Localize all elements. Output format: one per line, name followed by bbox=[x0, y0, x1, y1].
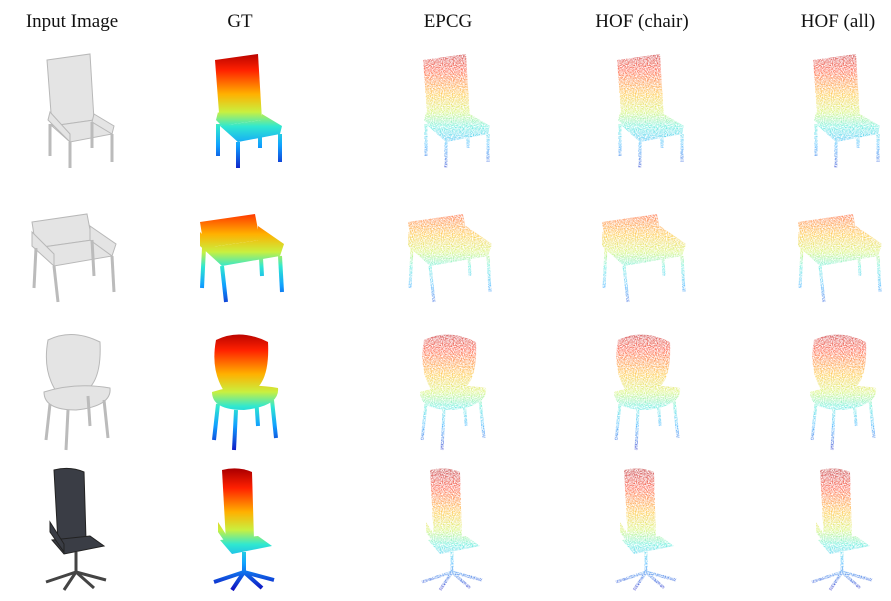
chair-part bbox=[423, 54, 470, 126]
point-cloud bbox=[215, 54, 282, 168]
chair-leg bbox=[422, 404, 426, 440]
input-image bbox=[47, 54, 114, 168]
column-header: GT bbox=[227, 11, 253, 32]
point-cloud bbox=[422, 468, 482, 590]
chair-part bbox=[616, 334, 670, 394]
chair-leg bbox=[104, 400, 108, 438]
chair-leg bbox=[800, 248, 802, 288]
chair-leg bbox=[812, 404, 816, 440]
chair-leg bbox=[256, 396, 258, 426]
point-cloud bbox=[420, 334, 486, 450]
chair-part bbox=[614, 386, 680, 410]
chair-leg bbox=[34, 248, 36, 288]
chair-leg bbox=[214, 404, 218, 440]
chair-leg bbox=[636, 410, 638, 450]
chair-part bbox=[212, 386, 278, 410]
chair-part bbox=[222, 468, 254, 542]
chair-leg bbox=[604, 248, 606, 288]
chair-leg bbox=[410, 248, 412, 288]
point-cloud bbox=[214, 468, 274, 590]
chair-part bbox=[215, 54, 262, 126]
chair-leg bbox=[92, 240, 94, 276]
chair-part bbox=[420, 386, 486, 410]
point-cloud bbox=[602, 214, 686, 302]
chair-leg bbox=[54, 266, 58, 302]
chair-leg bbox=[854, 396, 856, 426]
chair-part bbox=[430, 468, 462, 542]
point-cloud bbox=[200, 214, 284, 302]
figure: Input Image GT EPCG HOF (chair) HOF (all) bbox=[0, 0, 891, 601]
column-header: Input Image bbox=[26, 11, 118, 32]
input-image bbox=[46, 468, 106, 590]
point-cloud bbox=[423, 54, 490, 168]
chair-leg bbox=[260, 240, 262, 276]
chair-leg bbox=[658, 396, 660, 426]
chair-leg bbox=[464, 396, 466, 426]
chair-leg bbox=[624, 266, 628, 302]
chair-part bbox=[47, 54, 94, 126]
chair-leg bbox=[46, 404, 50, 440]
point-cloud bbox=[810, 334, 876, 450]
chair-leg bbox=[234, 410, 236, 450]
input-image bbox=[44, 334, 110, 450]
chair-leg bbox=[682, 256, 684, 292]
chair-part bbox=[422, 334, 476, 394]
chair-part bbox=[54, 468, 86, 542]
point-cloud bbox=[798, 214, 882, 302]
column-headers: Input Image GT EPCG HOF (chair) HOF (all) bbox=[26, 11, 875, 32]
chair-leg bbox=[616, 404, 620, 440]
point-cloud bbox=[617, 54, 684, 168]
column-header: HOF (all) bbox=[801, 11, 875, 32]
input-image bbox=[32, 214, 116, 302]
chair-part bbox=[812, 334, 866, 394]
chair-leg bbox=[480, 400, 484, 438]
chair-leg bbox=[112, 256, 114, 292]
chair-grid bbox=[32, 54, 882, 590]
chair-leg bbox=[832, 410, 834, 450]
chair-part bbox=[214, 334, 268, 394]
chair-leg bbox=[442, 410, 444, 450]
chair-leg bbox=[66, 410, 68, 450]
chair-leg bbox=[430, 266, 434, 302]
chair-leg bbox=[870, 400, 874, 438]
point-cloud bbox=[408, 214, 492, 302]
chair-part bbox=[820, 468, 852, 542]
point-cloud bbox=[812, 468, 872, 590]
column-header: EPCG bbox=[424, 11, 473, 32]
chair-leg bbox=[222, 266, 226, 302]
chair-leg bbox=[88, 396, 90, 426]
chair-leg bbox=[488, 256, 490, 292]
chair-part bbox=[813, 54, 860, 126]
column-header: HOF (chair) bbox=[595, 11, 688, 32]
point-cloud bbox=[212, 334, 278, 450]
chair-leg bbox=[280, 256, 282, 292]
chair-leg bbox=[878, 256, 880, 292]
point-cloud bbox=[616, 468, 676, 590]
chair-leg bbox=[858, 240, 860, 276]
chair-part bbox=[44, 386, 110, 410]
point-cloud bbox=[614, 334, 680, 450]
chair-leg bbox=[272, 400, 276, 438]
chair-leg bbox=[202, 248, 204, 288]
chair-part bbox=[810, 386, 876, 410]
chair-leg bbox=[468, 240, 470, 276]
chair-leg bbox=[674, 400, 678, 438]
chair-part bbox=[46, 334, 100, 394]
chair-part bbox=[624, 468, 656, 542]
point-cloud bbox=[813, 54, 880, 168]
chair-part bbox=[617, 54, 664, 126]
chair-leg bbox=[662, 240, 664, 276]
chair-leg bbox=[820, 266, 824, 302]
